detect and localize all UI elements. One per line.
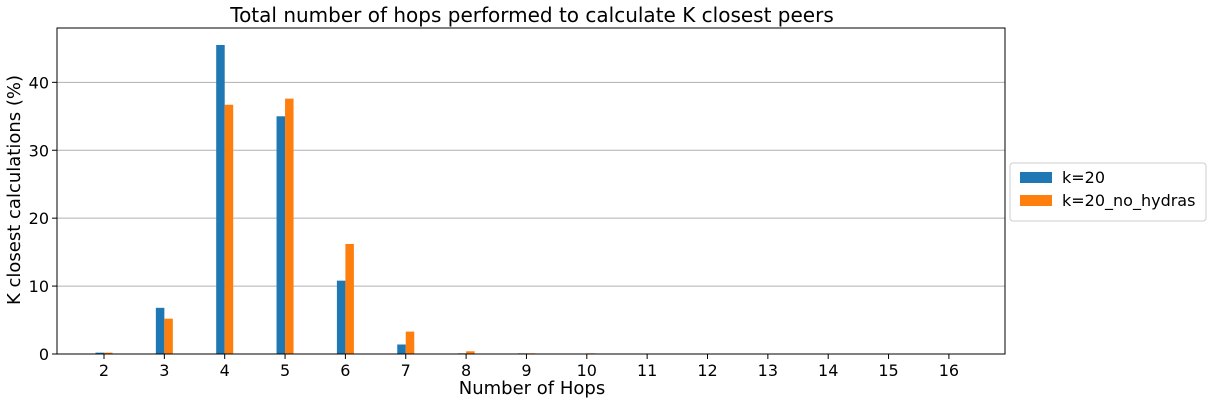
y-tick-label: 30	[29, 141, 49, 160]
bar-series-1-5	[276, 116, 286, 355]
chart-title: Total number of hops performed to calcul…	[229, 3, 834, 27]
bar-series-1-7	[397, 344, 406, 354]
bar-series-2-5	[285, 98, 294, 354]
x-tick-label: 4	[220, 361, 230, 380]
x-tick-label: 12	[697, 361, 717, 380]
x-tick-label: 8	[461, 361, 471, 380]
plot-frame	[56, 27, 1006, 355]
legend-swatch	[1020, 195, 1052, 206]
bar-series-1-4	[216, 44, 225, 355]
bar-series-2-6	[345, 243, 354, 354]
x-tick-label: 5	[280, 361, 290, 380]
gridlines	[57, 81, 1005, 287]
bar-series-2-8	[466, 351, 475, 354]
x-tick-label: 11	[637, 361, 657, 380]
bar-series-1-2	[95, 352, 104, 354]
bar-series-2-3	[164, 318, 173, 354]
x-tick-label: 6	[340, 361, 350, 380]
x-tick-label: 13	[758, 361, 778, 380]
legend-label: k=20	[1062, 168, 1105, 187]
x-tick-label: 7	[401, 361, 411, 380]
y-tick-label: 20	[29, 209, 49, 228]
y-axis-ticks: 0 10 20 30 40	[29, 73, 57, 364]
bar-series-1-3	[155, 307, 165, 354]
x-tick-label: 3	[159, 361, 169, 380]
x-tick-label: 2	[99, 361, 109, 380]
x-tick-label: 10	[577, 361, 597, 380]
bar-series-2-2	[104, 352, 113, 354]
x-tick-label: 16	[939, 361, 959, 380]
x-tick-label: 9	[521, 361, 531, 380]
legend-swatch	[1020, 172, 1052, 183]
bar-series-2-7	[405, 331, 415, 354]
y-tick-label: 0	[39, 345, 49, 364]
x-tick-label: 15	[878, 361, 898, 380]
bar-series-2-4	[224, 104, 234, 354]
y-tick-label: 40	[29, 73, 49, 92]
legend: k=20 k=20_no_hydras	[1009, 162, 1207, 222]
x-axis-label: Number of Hops	[459, 378, 605, 399]
y-tick-label: 10	[29, 277, 49, 296]
legend-box	[1009, 162, 1207, 222]
legend-label: k=20_no_hydras	[1062, 191, 1195, 211]
bar-series-1-6	[336, 280, 346, 354]
x-tick-label: 14	[818, 361, 838, 380]
x-axis-ticks: 2 3 4 5 6 7 8 9 10 11 12 13 14 15 16	[99, 354, 959, 380]
bars	[95, 44, 596, 355]
y-axis-label: K closest calculations (%)	[4, 75, 25, 305]
